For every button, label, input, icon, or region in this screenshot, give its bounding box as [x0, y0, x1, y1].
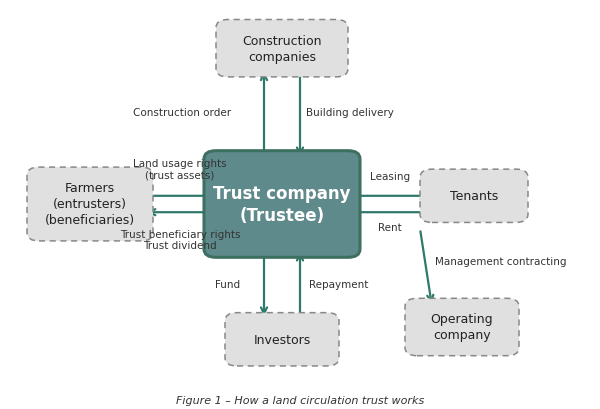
Text: Figure 1 – How a land circulation trust works: Figure 1 – How a land circulation trust …: [176, 395, 424, 405]
Text: Farmers
(entrusters)
(beneficiaries): Farmers (entrusters) (beneficiaries): [45, 182, 135, 227]
Text: Fund: Fund: [215, 279, 240, 289]
Text: Repayment: Repayment: [309, 279, 368, 289]
FancyBboxPatch shape: [216, 20, 348, 78]
FancyBboxPatch shape: [420, 170, 528, 223]
Text: Operating
company: Operating company: [431, 313, 493, 342]
Text: Building delivery: Building delivery: [306, 108, 394, 117]
Text: Tenants: Tenants: [450, 190, 498, 203]
Text: Investors: Investors: [253, 333, 311, 346]
Text: Construction
companies: Construction companies: [242, 35, 322, 63]
FancyBboxPatch shape: [225, 313, 339, 366]
Text: Land usage rights
(trust assets): Land usage rights (trust assets): [133, 158, 227, 180]
FancyBboxPatch shape: [204, 151, 360, 258]
FancyBboxPatch shape: [27, 168, 153, 241]
Text: Trust company
(Trustee): Trust company (Trustee): [213, 184, 351, 225]
Text: Management contracting: Management contracting: [435, 257, 566, 267]
Text: Trust beneficiary rights
Trust dividend: Trust beneficiary rights Trust dividend: [120, 229, 240, 251]
Text: Rent: Rent: [378, 223, 402, 233]
Text: Construction order: Construction order: [133, 108, 231, 117]
FancyBboxPatch shape: [405, 299, 519, 356]
Text: Leasing: Leasing: [370, 172, 410, 182]
